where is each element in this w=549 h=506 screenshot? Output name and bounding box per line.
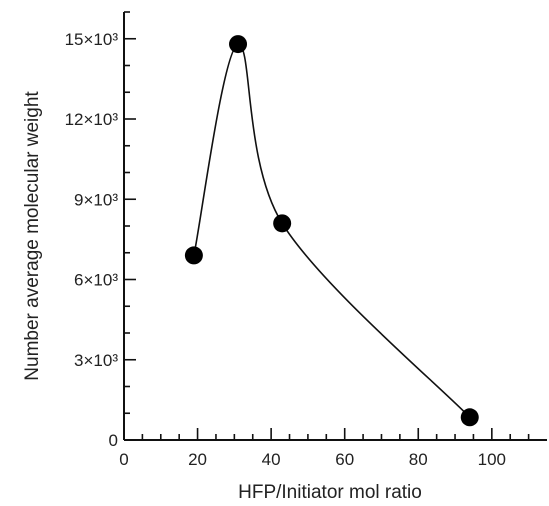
y-axis-title: Number average molecular weight xyxy=(22,91,43,381)
data-point xyxy=(273,214,292,233)
y-tick-label: 3×10³ xyxy=(74,351,118,370)
y-tick-label: 0 xyxy=(109,431,118,450)
series-curve xyxy=(193,43,471,418)
y-tick-label: 6×10³ xyxy=(74,271,118,290)
y-ticks: 0 3×10³ 6×10³ 9×10³ 12×10³ 15×10³ xyxy=(65,11,136,450)
plot-area: 0 3×10³ 6×10³ 9×10³ 12×10³ 15×10³ 0 20 40 60 80 10… xyxy=(65,11,547,469)
y-tick-label: 9×10³ xyxy=(74,190,118,209)
x-tick-label: 0 xyxy=(119,450,128,469)
data-points xyxy=(184,35,479,427)
x-ticks: 0 20 40 60 80 100 xyxy=(119,428,530,469)
data-point xyxy=(229,35,248,54)
x-tick-label: 60 xyxy=(335,450,354,469)
y-tick-label: 15×10³ xyxy=(65,30,119,49)
x-tick-label: 20 xyxy=(188,450,207,469)
x-tick-label: 100 xyxy=(478,450,506,469)
y-tick-label: 12×10³ xyxy=(65,110,119,129)
data-point xyxy=(184,246,203,265)
x-axis-title: HFP/Initiator mol ratio xyxy=(238,482,422,503)
x-tick-label: 80 xyxy=(409,450,428,469)
data-point xyxy=(460,408,479,427)
x-tick-label: 40 xyxy=(262,450,281,469)
